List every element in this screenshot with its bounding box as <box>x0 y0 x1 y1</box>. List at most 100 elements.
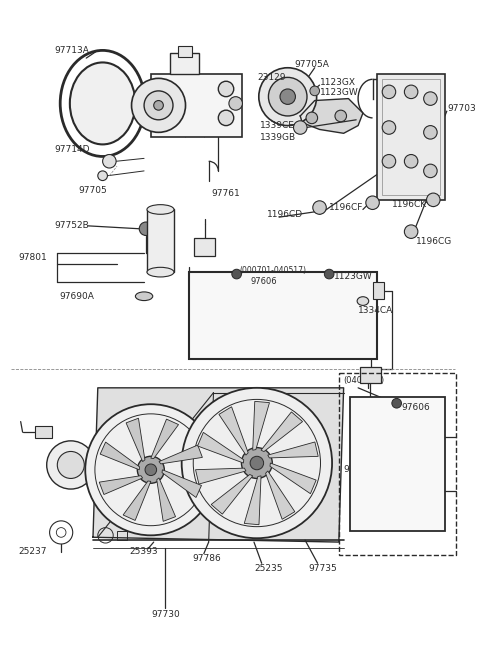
Circle shape <box>139 222 153 235</box>
Circle shape <box>424 126 437 139</box>
Circle shape <box>382 154 396 168</box>
Polygon shape <box>261 412 302 451</box>
Circle shape <box>424 164 437 178</box>
Text: 1196CK: 1196CK <box>392 200 427 209</box>
Circle shape <box>313 201 326 214</box>
Text: 97713A: 97713A <box>54 46 89 55</box>
Text: 25235: 25235 <box>254 563 282 573</box>
Circle shape <box>259 68 317 126</box>
Text: 1196CF: 1196CF <box>329 203 363 212</box>
Polygon shape <box>123 481 151 521</box>
Text: 1123GW: 1123GW <box>320 88 358 98</box>
Polygon shape <box>162 470 202 498</box>
Circle shape <box>144 91 173 120</box>
Text: 25393: 25393 <box>130 547 158 556</box>
Text: 97761: 97761 <box>212 188 240 198</box>
Polygon shape <box>126 418 145 461</box>
Polygon shape <box>268 442 318 458</box>
Polygon shape <box>100 442 140 470</box>
Bar <box>151 74 242 137</box>
Bar <box>372 282 384 299</box>
Ellipse shape <box>147 205 174 214</box>
Text: 97735: 97735 <box>308 563 336 573</box>
Text: 1123GX: 1123GX <box>320 78 356 87</box>
Circle shape <box>47 441 95 489</box>
Circle shape <box>427 193 440 206</box>
Ellipse shape <box>357 297 369 305</box>
Circle shape <box>268 77 307 116</box>
Bar <box>117 530 127 540</box>
Circle shape <box>181 388 332 538</box>
Text: 23129: 23129 <box>257 73 286 82</box>
Text: 1196CG: 1196CG <box>416 237 452 246</box>
Bar <box>170 53 199 74</box>
Circle shape <box>132 78 186 132</box>
Circle shape <box>98 171 108 181</box>
Circle shape <box>310 86 320 96</box>
Polygon shape <box>219 407 248 455</box>
Text: 97752B: 97752B <box>54 221 89 231</box>
Circle shape <box>382 85 396 99</box>
Circle shape <box>137 456 164 483</box>
Text: 97730: 97730 <box>151 610 180 619</box>
Text: 97714D: 97714D <box>54 145 90 154</box>
Ellipse shape <box>70 63 135 144</box>
Circle shape <box>382 121 396 134</box>
Bar <box>35 426 52 438</box>
Circle shape <box>232 270 241 279</box>
Circle shape <box>241 447 272 478</box>
Circle shape <box>280 89 295 104</box>
Ellipse shape <box>135 292 153 301</box>
Bar <box>190 272 377 359</box>
Circle shape <box>335 110 347 122</box>
Polygon shape <box>157 478 176 521</box>
Circle shape <box>229 97 242 110</box>
Text: 97705: 97705 <box>79 186 107 194</box>
Circle shape <box>366 196 379 210</box>
Text: 1339CE: 1339CE <box>260 121 295 130</box>
Text: 97606: 97606 <box>401 403 430 412</box>
Bar <box>350 397 445 530</box>
Text: 97703: 97703 <box>448 103 477 113</box>
Polygon shape <box>265 471 295 519</box>
Bar <box>194 239 216 256</box>
Polygon shape <box>300 99 363 133</box>
Bar <box>339 374 456 555</box>
Circle shape <box>218 81 234 97</box>
Polygon shape <box>198 432 244 463</box>
Circle shape <box>103 154 116 168</box>
Bar <box>377 74 445 200</box>
Text: 1334CA: 1334CA <box>358 306 393 315</box>
Polygon shape <box>93 388 344 542</box>
Circle shape <box>404 154 418 168</box>
Circle shape <box>154 101 163 110</box>
Polygon shape <box>211 474 252 514</box>
Bar <box>147 210 174 272</box>
Polygon shape <box>159 445 203 464</box>
Circle shape <box>306 112 318 124</box>
Circle shape <box>250 456 264 470</box>
Text: 25237: 25237 <box>19 547 47 556</box>
Circle shape <box>57 451 84 478</box>
Circle shape <box>404 85 418 99</box>
Polygon shape <box>252 401 269 450</box>
Text: 97801: 97801 <box>19 253 48 262</box>
Text: 97690A: 97690A <box>59 292 94 301</box>
Text: 97705A: 97705A <box>294 61 329 69</box>
Polygon shape <box>270 463 316 494</box>
Circle shape <box>145 464 156 476</box>
Circle shape <box>404 225 418 239</box>
Bar <box>360 366 381 383</box>
Circle shape <box>218 110 234 126</box>
Circle shape <box>293 121 307 134</box>
Text: 97786: 97786 <box>192 554 221 563</box>
Polygon shape <box>244 476 261 525</box>
Circle shape <box>85 404 216 535</box>
Circle shape <box>324 270 334 279</box>
Text: 1196CD: 1196CD <box>266 210 302 219</box>
Bar <box>178 45 192 57</box>
Text: 1339GB: 1339GB <box>260 132 296 142</box>
Circle shape <box>424 92 437 105</box>
Ellipse shape <box>147 268 174 277</box>
Text: (040517-): (040517-) <box>344 376 385 385</box>
